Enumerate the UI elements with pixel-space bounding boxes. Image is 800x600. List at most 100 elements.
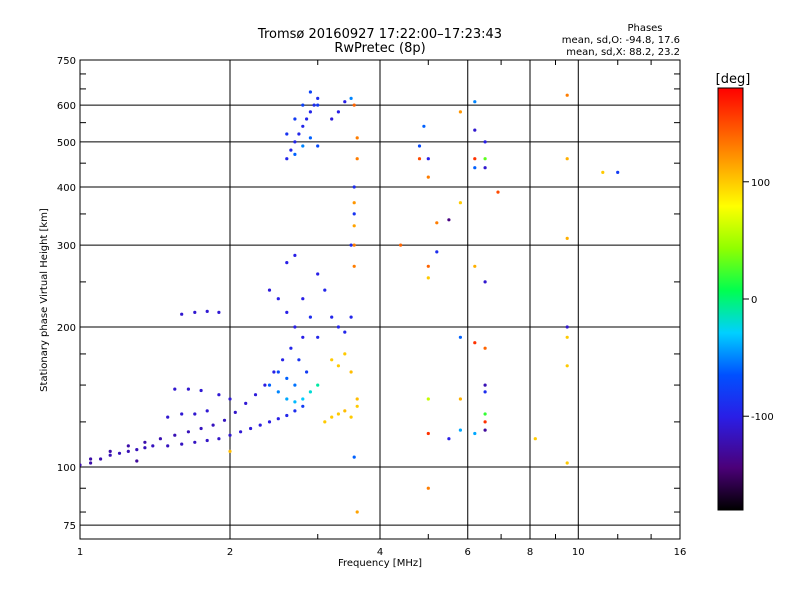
data-point [316,96,320,100]
data-point [336,412,340,416]
data-point [293,383,297,387]
data-point [483,140,487,144]
data-point [308,110,312,114]
data-point [301,103,305,107]
data-point [355,157,359,161]
y-tick-label: 400 [57,183,76,194]
y-tick-label: 750 [57,56,76,67]
data-point [276,297,280,301]
data-point [330,315,334,319]
data-point [281,358,285,362]
data-point [267,383,272,387]
data-point [330,358,334,362]
data-point [352,243,356,247]
data-point [483,157,487,161]
data-point [565,335,569,339]
data-point [458,335,462,339]
data-point [276,390,280,394]
data-point [426,264,430,268]
data-point [330,415,334,419]
y-tick-label: 200 [57,323,76,334]
data-point [285,310,289,314]
data-point [217,437,221,441]
data-point [301,335,305,339]
data-point [293,117,297,121]
data-point [301,397,305,401]
data-point [343,330,347,334]
x-tick-label: 1 [77,547,83,558]
data-point [267,288,272,292]
data-point [272,370,276,374]
data-point [289,346,293,350]
data-point [435,221,439,225]
data-point [426,397,430,401]
data-point [305,117,309,121]
data-point [473,166,477,170]
data-point [483,390,487,394]
data-point [458,397,462,401]
data-point [297,358,301,362]
data-point [239,430,243,434]
data-point [308,390,312,394]
data-point [211,423,215,427]
data-point [565,364,569,368]
colorbar-gradient [717,87,744,511]
data-point [301,404,305,408]
data-point [89,461,93,465]
data-point [126,444,130,448]
data-point [355,404,359,408]
data-point [316,144,320,148]
data-point [80,463,82,467]
data-point [285,261,289,265]
data-point [483,428,487,432]
data-point [117,451,122,455]
data-point [276,370,280,374]
grid-lines [80,59,680,539]
data-point [217,310,221,314]
stats-title: Phases [627,23,662,34]
data-point [301,297,305,301]
data-point [217,393,221,397]
data-point [435,250,439,254]
y-axis-title: Stationary phase Virtual Height [km] [39,208,50,392]
data-point [458,110,462,114]
data-point [151,444,155,448]
data-point [343,352,347,356]
data-point [352,264,356,268]
data-point [483,280,487,284]
data-point [126,449,130,453]
data-point [228,397,232,401]
data-point [186,387,190,391]
data-point [135,448,139,452]
colorbar-tick-label: 0 [751,295,757,306]
data-point [285,413,289,418]
data-point [473,128,477,132]
data-point [533,437,537,441]
data-point [297,132,301,136]
data-point [312,103,316,107]
data-point [199,388,203,393]
data-point [349,243,353,247]
data-point [143,446,147,450]
data-point [473,100,477,104]
data-point [258,423,262,427]
data-point [336,110,340,114]
data-point [166,415,170,419]
data-point [473,431,477,436]
data-point [308,136,312,140]
data-point [352,224,356,228]
chart-subtitle: RwPretec (8p) [334,41,425,56]
data-point [316,272,320,276]
data-point [285,132,289,136]
data-point [352,212,356,216]
axis-ticks: 1 2 4 6 8 10 16 75 100 200 300 400 500 600 750 [57,56,686,558]
y-tick-label: 100 [57,463,76,474]
data-point [565,325,569,329]
data-point [483,383,487,387]
data-point [267,420,272,424]
data-point [289,148,293,152]
data-point [180,412,184,416]
data-point [108,449,112,453]
data-point [458,428,462,432]
x-axis-title: Frequency [MHz] [338,558,422,569]
